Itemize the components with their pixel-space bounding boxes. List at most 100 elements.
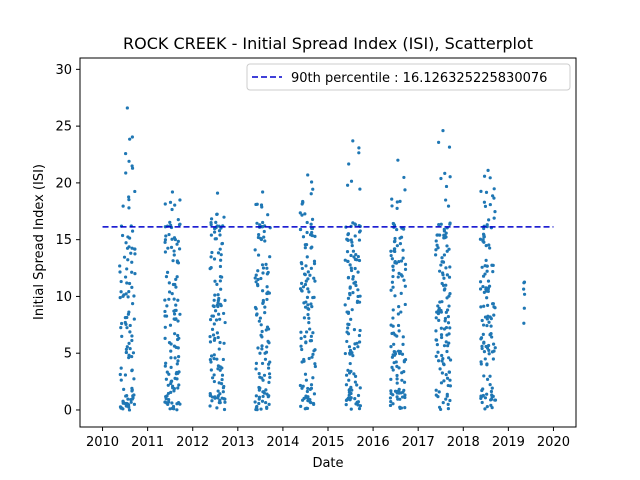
scatter-point xyxy=(218,275,223,279)
scatter-point xyxy=(445,349,449,354)
scatter-point xyxy=(491,194,495,198)
scatter-point xyxy=(353,342,357,346)
scatter-point xyxy=(311,401,316,406)
scatter-point xyxy=(130,368,134,372)
scatter-point xyxy=(443,316,448,321)
scatter-point xyxy=(493,210,497,214)
scatter-point xyxy=(268,360,272,364)
scatter-point xyxy=(125,267,129,271)
scatter-point xyxy=(209,368,213,372)
scatter-point xyxy=(448,326,452,330)
scatter-point xyxy=(483,264,487,268)
scatter-point-peak xyxy=(441,129,445,133)
scatter-point xyxy=(133,272,137,276)
scatter-point xyxy=(265,345,269,349)
scatter-point xyxy=(395,391,399,395)
scatter-point xyxy=(439,326,443,330)
scatter-point xyxy=(358,328,362,333)
scatter-point xyxy=(210,327,215,332)
scatter-point xyxy=(448,265,452,269)
scatter-point xyxy=(298,383,302,388)
y-tick-label: 30 xyxy=(55,63,72,78)
scatter-point xyxy=(522,287,526,291)
scatter-point xyxy=(215,406,219,410)
scatter-point xyxy=(398,199,402,203)
scatter-point xyxy=(176,298,180,302)
scatter-point xyxy=(488,246,492,250)
scatter-point xyxy=(311,376,315,380)
scatter-point xyxy=(176,261,181,265)
scatter-point xyxy=(163,364,167,368)
scatter-point xyxy=(447,356,451,360)
scatter-point xyxy=(219,287,223,291)
scatter-point xyxy=(358,187,362,191)
scatter-point xyxy=(357,340,362,344)
scatter-point xyxy=(434,316,438,320)
scatter-point xyxy=(299,336,303,340)
scatter-point xyxy=(259,407,263,411)
scatter-point xyxy=(267,394,271,398)
scatter-point xyxy=(216,251,221,255)
scatter-point xyxy=(307,356,311,361)
scatter-point xyxy=(484,190,489,194)
scatter-point xyxy=(304,330,309,334)
scatter-point xyxy=(130,334,134,338)
scatter-point xyxy=(213,336,217,341)
scatter-point xyxy=(212,379,216,384)
scatter-point xyxy=(484,244,488,248)
x-tick-label: 2019 xyxy=(492,435,525,450)
scatter-point xyxy=(440,353,444,358)
scatter-point xyxy=(166,383,170,387)
scatter-point xyxy=(169,365,173,370)
scatter-point xyxy=(482,200,487,204)
scatter-point xyxy=(125,281,129,285)
scatter-point xyxy=(122,255,127,259)
scatter-point xyxy=(403,262,408,266)
scatter-point xyxy=(348,348,353,353)
scatter-point xyxy=(264,388,268,392)
season-2013 xyxy=(253,190,272,412)
scatter-point xyxy=(440,260,444,264)
scatter-point xyxy=(349,268,354,273)
scatter-point xyxy=(124,347,129,351)
scatter-point xyxy=(133,189,137,194)
scatter-point xyxy=(396,275,400,279)
scatter-point xyxy=(164,275,169,279)
scatter-point xyxy=(210,314,214,318)
scatter-point xyxy=(492,313,496,317)
scatter-point xyxy=(444,340,448,344)
scatter-point xyxy=(392,240,397,244)
scatter-point xyxy=(216,389,220,393)
scatter-point xyxy=(488,374,492,378)
scatter-point xyxy=(393,294,397,298)
scatter-point xyxy=(446,344,450,348)
scatter-point xyxy=(208,340,213,344)
scatter-point xyxy=(218,340,222,345)
scatter-point xyxy=(223,320,227,325)
scatter-point xyxy=(435,233,439,237)
scatter-point xyxy=(439,333,444,337)
scatter-point xyxy=(482,304,486,308)
x-tick-label: 2017 xyxy=(402,435,435,450)
scatter-point xyxy=(397,329,401,333)
scatter-point xyxy=(481,238,485,242)
scatter-point xyxy=(439,335,444,340)
scatter-point xyxy=(347,393,351,397)
scatter-point xyxy=(483,315,488,319)
scatter-point xyxy=(261,378,265,382)
legend: 90th percentile : 16.126325225830076 xyxy=(246,63,571,91)
scatter-point xyxy=(213,237,217,241)
scatter-point xyxy=(482,174,487,178)
scatter-point xyxy=(220,377,224,382)
scatter-point xyxy=(208,393,213,397)
scatter-point xyxy=(395,377,399,381)
scatter-point xyxy=(350,243,354,248)
scatter-point xyxy=(173,356,177,360)
scatter-point xyxy=(312,295,316,299)
scatter-point xyxy=(448,398,452,403)
scatter-point xyxy=(164,394,168,399)
scatter-point xyxy=(441,271,445,275)
scatter-point xyxy=(168,220,172,224)
scatter-point xyxy=(395,334,399,338)
scatter-point-peak xyxy=(396,158,400,162)
